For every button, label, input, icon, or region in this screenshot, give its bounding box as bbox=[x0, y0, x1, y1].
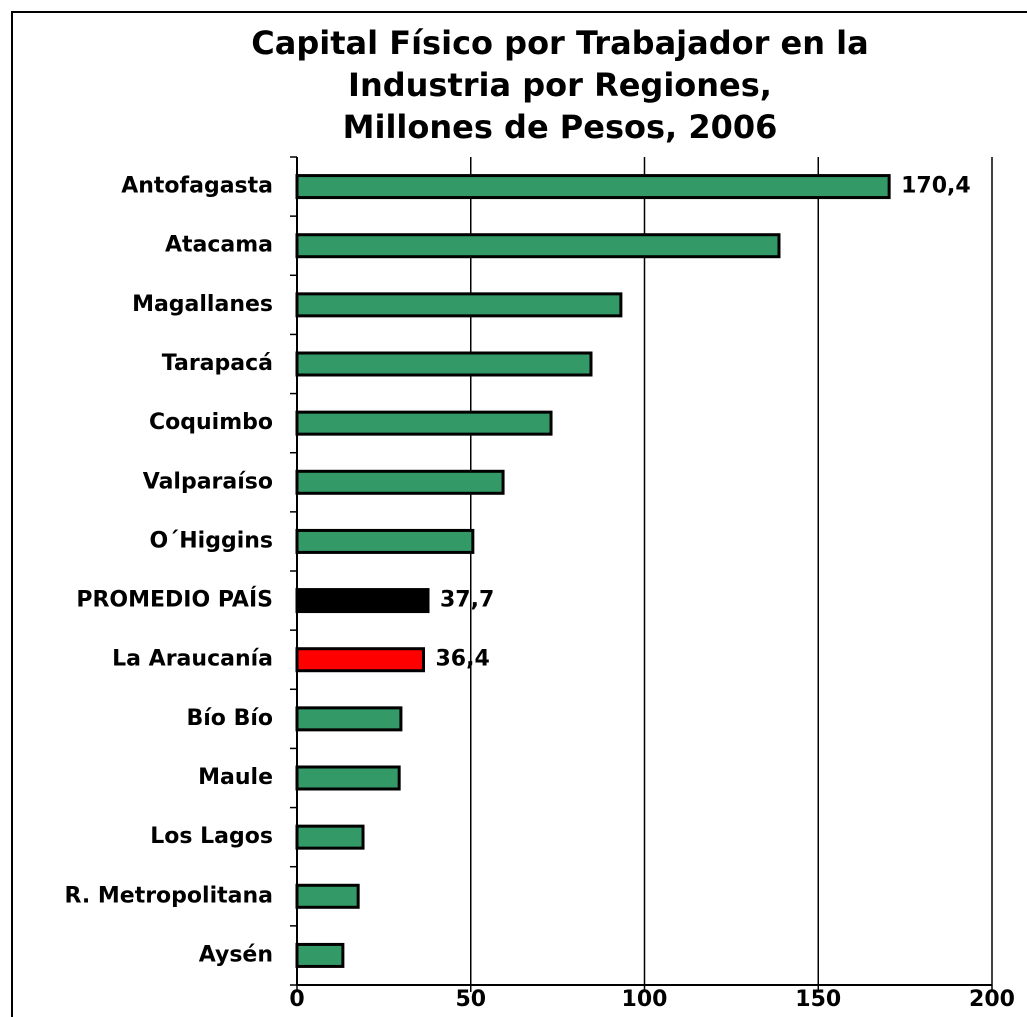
data-label: 36,4 bbox=[435, 647, 489, 672]
bar bbox=[295, 292, 623, 318]
y-tick-label: Atacama bbox=[165, 233, 273, 258]
y-tick-label: O´Higgins bbox=[150, 528, 273, 553]
chart-title: Millones de Pesos, 2006 bbox=[343, 108, 778, 146]
bar bbox=[295, 647, 425, 673]
data-label: 37,7 bbox=[440, 588, 494, 613]
y-tick-label: R. Metropolitana bbox=[65, 883, 273, 908]
bar bbox=[295, 706, 403, 732]
chart-title: Capital Físico por Trabajador en la bbox=[251, 24, 868, 62]
x-tick-label: 0 bbox=[289, 987, 304, 1012]
y-tick-label: PROMEDIO PAÍS bbox=[76, 587, 273, 613]
bar bbox=[295, 824, 365, 850]
y-tick-label: Valparaíso bbox=[143, 469, 273, 494]
x-tick-label: 100 bbox=[622, 987, 668, 1012]
y-tick-label: Antofagasta bbox=[121, 174, 273, 199]
bar bbox=[295, 351, 593, 377]
chart-title: Industria por Regiones, bbox=[348, 66, 772, 104]
y-tick-label: Bío Bío bbox=[186, 706, 273, 731]
x-tick-label: 50 bbox=[455, 987, 486, 1012]
y-tick-label: Los Lagos bbox=[150, 824, 273, 849]
bar bbox=[295, 883, 360, 909]
y-tick-label: Coquimbo bbox=[149, 410, 273, 435]
y-tick-label: Tarapacá bbox=[162, 351, 273, 376]
y-tick-label: Aysén bbox=[199, 942, 273, 967]
frame bbox=[11, 11, 1027, 1017]
x-tick-label: 150 bbox=[795, 987, 841, 1012]
bar bbox=[295, 588, 430, 614]
y-tick-label: La Araucanía bbox=[112, 647, 273, 672]
bar bbox=[295, 233, 781, 259]
bar bbox=[295, 765, 401, 791]
y-tick-label: Maule bbox=[198, 765, 273, 790]
bar bbox=[295, 174, 891, 200]
bar bbox=[295, 528, 475, 554]
data-label: 170,4 bbox=[901, 174, 971, 199]
x-tick-label: 200 bbox=[969, 987, 1015, 1012]
bar bbox=[295, 410, 553, 436]
y-tick-label: Magallanes bbox=[132, 292, 273, 317]
bar bbox=[295, 469, 505, 495]
bar bbox=[295, 942, 345, 968]
